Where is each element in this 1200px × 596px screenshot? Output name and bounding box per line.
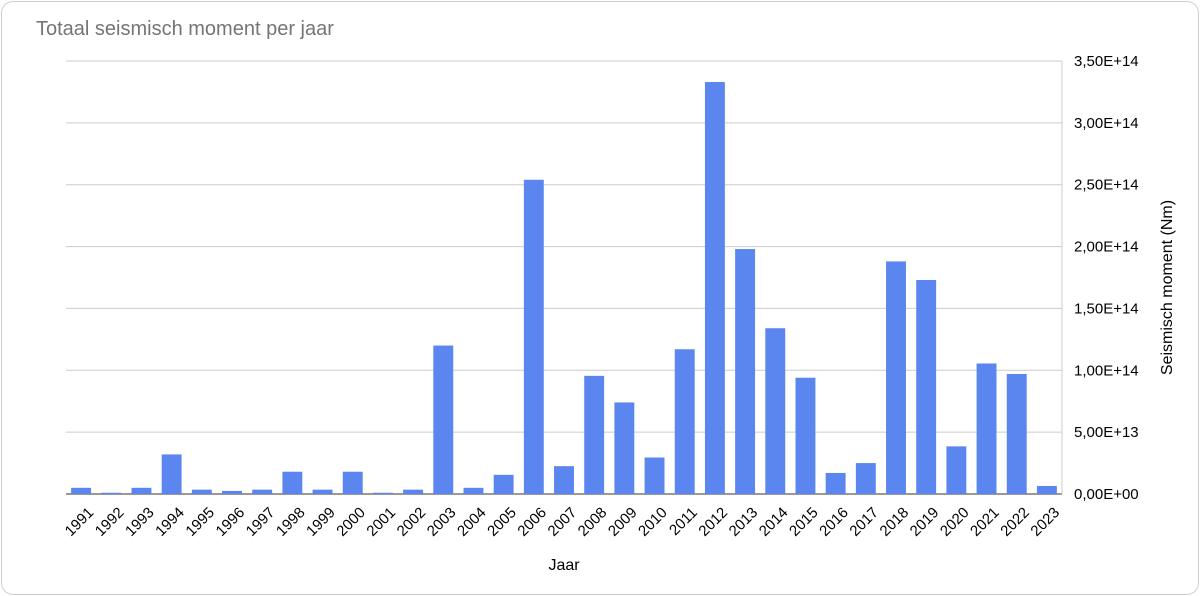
bar-2006 <box>523 179 544 494</box>
x-tick-label: 1998 <box>273 504 309 540</box>
bar-2011 <box>674 349 695 494</box>
x-tick-label: 2017 <box>846 504 882 540</box>
x-tick-label: 2001 <box>363 504 399 540</box>
y-tick-labels: 0,00E+00 5,00E+13 1,00E+14 1,50E+14 2,00E+14… <box>1074 53 1139 503</box>
bar-2022 <box>1006 373 1027 494</box>
x-tick-label: 1995 <box>182 504 218 540</box>
bar-2000 <box>342 471 363 494</box>
bar-2009 <box>614 402 635 494</box>
bar-2001 <box>372 492 393 494</box>
bar-2016 <box>825 472 846 494</box>
x-tick-label: 2000 <box>333 504 369 540</box>
bar-2020 <box>946 446 967 494</box>
x-tick-label: 2014 <box>756 504 792 540</box>
bar-2007 <box>554 466 574 494</box>
chart-title: Totaal seismisch moment per jaar <box>36 18 334 40</box>
x-tick-label: 2020 <box>937 504 973 540</box>
bars <box>71 82 1057 494</box>
bar-2015 <box>795 377 816 494</box>
bar-1998 <box>282 471 303 494</box>
x-tick-label: 2011 <box>666 504 701 539</box>
y-tick-label: 5,00E+13 <box>1074 424 1139 441</box>
bar-1999 <box>312 489 333 494</box>
x-tick-label: 2019 <box>907 504 943 540</box>
x-tick-label: 2013 <box>726 504 762 540</box>
x-tick-label: 2023 <box>1027 504 1063 540</box>
bar-2005 <box>493 474 514 494</box>
bar-1996 <box>222 490 242 494</box>
x-tick-label: 2010 <box>635 504 671 540</box>
bar-2004 <box>463 487 484 494</box>
y-axis-title: Seismisch moment (Nm) <box>1159 200 1176 375</box>
bar-1997 <box>252 489 273 494</box>
y-tick-label: 3,50E+14 <box>1074 53 1139 70</box>
bar-2017 <box>855 463 876 494</box>
bar-2010 <box>644 457 665 494</box>
x-tick-label: 1992 <box>92 504 128 540</box>
bar-1991 <box>71 487 92 494</box>
bar-2021 <box>976 363 997 494</box>
y-tick-label: 3,00E+14 <box>1074 115 1139 132</box>
x-tick-label: 2007 <box>545 504 581 540</box>
x-tick-label: 2009 <box>605 504 641 540</box>
bar-2019 <box>916 279 937 494</box>
bar-2013 <box>735 249 756 494</box>
bar-2002 <box>403 489 424 494</box>
bar-2023 <box>1036 485 1057 494</box>
x-tick-label: 2012 <box>695 504 731 540</box>
y-tick-label: 2,00E+14 <box>1074 239 1139 256</box>
x-tick-label: 1994 <box>152 504 188 540</box>
bar-2008 <box>584 375 605 494</box>
x-tick-label: 1991 <box>62 504 98 540</box>
x-axis-title: Jaar <box>548 557 580 574</box>
y-tick-label: 1,00E+14 <box>1074 362 1139 379</box>
x-tick-label: 1993 <box>122 504 158 540</box>
x-tick-label: 2022 <box>997 504 1033 540</box>
x-tick-label: 2006 <box>514 504 550 540</box>
bar-2012 <box>704 82 725 494</box>
x-tick-label: 1999 <box>303 504 339 540</box>
bar-2018 <box>886 261 906 494</box>
x-tick-label: 2004 <box>454 504 490 540</box>
bar-1994 <box>161 454 182 494</box>
bar-1995 <box>191 489 212 494</box>
gridlines <box>66 60 1063 495</box>
x-tick-label: 2015 <box>786 504 822 540</box>
y-tick-label: 2,50E+14 <box>1074 177 1139 194</box>
x-tick-label: 2005 <box>484 504 520 540</box>
x-tick-label: 2002 <box>394 504 430 540</box>
bar-1992 <box>101 492 122 494</box>
x-tick-label: 1996 <box>213 504 249 540</box>
bar-2003 <box>433 345 454 494</box>
x-tick-label: 2008 <box>575 504 611 540</box>
x-tick-labels: 1991199219931994199519961997199819992000… <box>62 504 1063 540</box>
bar-1993 <box>131 487 152 494</box>
x-tick-label: 2003 <box>424 504 460 540</box>
x-tick-label: 2021 <box>967 504 1003 540</box>
x-tick-label: 2018 <box>877 504 913 540</box>
y-tick-label: 0,00E+00 <box>1074 486 1139 503</box>
bar-2014 <box>765 328 786 494</box>
y-tick-label: 1,50E+14 <box>1074 300 1139 317</box>
x-tick-label: 2016 <box>816 504 852 540</box>
x-tick-label: 1997 <box>243 504 279 540</box>
